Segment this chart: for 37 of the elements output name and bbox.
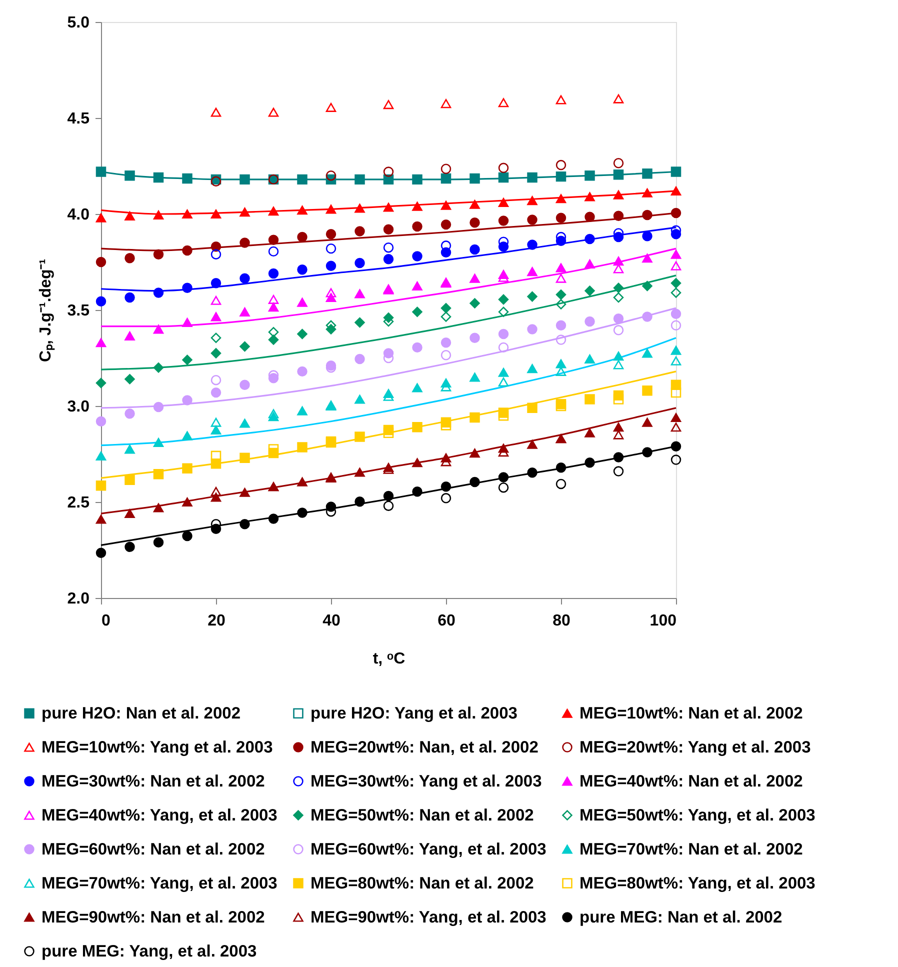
legend-label: MEG=90wt%: Nan et al. 2002 — [42, 908, 265, 926]
legend-label: MEG=50wt%: Yang, et al. 2003 — [580, 806, 816, 824]
x-tick-label: 20 — [208, 612, 226, 630]
legend-label: MEG=60wt%: Yang, et al. 2003 — [310, 840, 546, 858]
legend-label: MEG=90wt%: Yang, et al. 2003 — [310, 908, 546, 926]
y-tick-label: 2.0 — [67, 590, 90, 608]
legend-label: MEG=70wt%: Nan et al. 2002 — [580, 840, 803, 858]
x-tick-label: 100 — [650, 612, 677, 630]
legend-label: MEG=40wt%: Nan et al. 2002 — [580, 772, 803, 790]
legend-label: MEG=20wt%: Yang et al. 2003 — [580, 738, 811, 756]
legend-label: pure H2O: Yang et al. 2003 — [310, 704, 518, 722]
x-tick-label: 40 — [322, 612, 340, 630]
y-axis-title: Cₚ, J.g⁻¹.deg⁻¹ — [37, 258, 56, 362]
legend-label: MEG=60wt%: Nan et al. 2002 — [42, 840, 265, 858]
x-tick-label: 80 — [552, 612, 570, 630]
y-tick-label: 4.5 — [67, 110, 90, 128]
legend-label: pure H2O: Nan et al. 2002 — [42, 704, 240, 722]
legend-label: MEG=30wt%: Nan et al. 2002 — [42, 772, 265, 790]
legend-label: MEG=80wt%: Nan et al. 2002 — [310, 874, 534, 892]
legend-label: MEG=50wt%: Nan et al. 2002 — [310, 806, 534, 824]
legend-label: MEG=10wt%: Yang et al. 2003 — [42, 738, 273, 756]
legend-label: MEG=80wt%: Yang, et al. 2003 — [580, 874, 816, 892]
y-tick-label: 2.5 — [67, 494, 90, 512]
legend-label: pure MEG: Yang, et al. 2003 — [42, 942, 257, 960]
y-tick-label: 3.0 — [67, 398, 90, 416]
y-tick-label: 4.0 — [67, 206, 90, 224]
x-tick-label: 0 — [102, 612, 110, 630]
x-tick-label: 60 — [438, 612, 456, 630]
legend-label: MEG=30wt%: Yang et al. 2003 — [310, 772, 542, 790]
y-tick-label: 5.0 — [67, 14, 90, 32]
legend-label: MEG=20wt%: Nan, et al. 2002 — [310, 738, 538, 756]
y-tick-label: 3.5 — [67, 302, 90, 320]
legend-label: MEG=40wt%: Yang, et al. 2003 — [42, 806, 278, 824]
x-axis-title: t, ᵒC — [372, 650, 406, 668]
legend-label: MEG=10wt%: Nan et al. 2002 — [580, 704, 803, 722]
legend-label: MEG=70wt%: Yang, et al. 2003 — [42, 874, 278, 892]
legend-label: pure MEG: Nan et al. 2002 — [580, 908, 782, 926]
